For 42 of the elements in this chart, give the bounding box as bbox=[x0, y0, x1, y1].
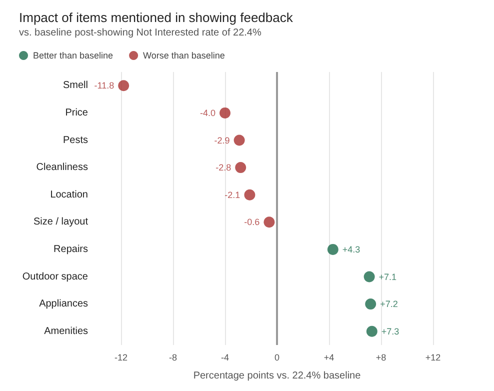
data-label: -0.6 bbox=[244, 217, 260, 228]
point bbox=[264, 216, 275, 228]
point bbox=[234, 134, 245, 146]
data-label: -2.9 bbox=[214, 135, 230, 146]
data-label: +7.2 bbox=[380, 299, 398, 310]
y-tick-label: Appliances bbox=[39, 298, 88, 310]
chart-title: Impact of items mentioned in showing feedback bbox=[19, 10, 294, 25]
point bbox=[365, 298, 376, 310]
data-label: -2.1 bbox=[224, 190, 240, 200]
x-tick-label: -4 bbox=[220, 352, 230, 362]
data-label: -2.8 bbox=[216, 162, 232, 173]
chart-subtitle: vs. baseline post-showing Not Interested rate of 22.4% bbox=[19, 28, 262, 38]
x-tick-label: +12 bbox=[425, 352, 441, 362]
y-tick-label: Repairs bbox=[54, 244, 88, 255]
x-tick-label: -12 bbox=[114, 352, 128, 362]
x-tick-label: +8 bbox=[376, 352, 386, 362]
x-axis-title: Percentage points vs. 22.4% baseline bbox=[193, 370, 362, 382]
y-tick-label: Price bbox=[65, 107, 88, 118]
data-label: -11.8 bbox=[94, 80, 114, 91]
point bbox=[220, 107, 230, 118]
y-tick-label: Location bbox=[50, 189, 88, 200]
legend-label: Worse than baseline bbox=[143, 50, 225, 60]
x-tick-label: -8 bbox=[168, 352, 178, 362]
x-tick-label: 0 bbox=[274, 352, 280, 362]
point bbox=[327, 244, 338, 255]
point bbox=[364, 271, 375, 282]
x-tick-label: +4 bbox=[324, 352, 334, 362]
data-label: +7.3 bbox=[381, 326, 400, 336]
y-tick-label: Outdoor space bbox=[22, 271, 88, 282]
legend-label: Better than baseline bbox=[33, 50, 114, 60]
y-tick-label: Smell bbox=[62, 80, 88, 92]
data-label: +4.3 bbox=[342, 244, 360, 254]
y-tick-label: Amenities bbox=[44, 326, 88, 337]
y-tick-label: Pests bbox=[62, 134, 88, 146]
point bbox=[118, 80, 130, 92]
data-label: -4.0 bbox=[200, 108, 216, 118]
y-tick-label: Size / layout bbox=[34, 216, 88, 228]
data-label: +7.1 bbox=[378, 272, 397, 282]
point bbox=[366, 326, 378, 337]
point bbox=[235, 162, 246, 174]
point bbox=[244, 189, 256, 200]
y-tick-label: Cleanliness bbox=[36, 162, 88, 174]
